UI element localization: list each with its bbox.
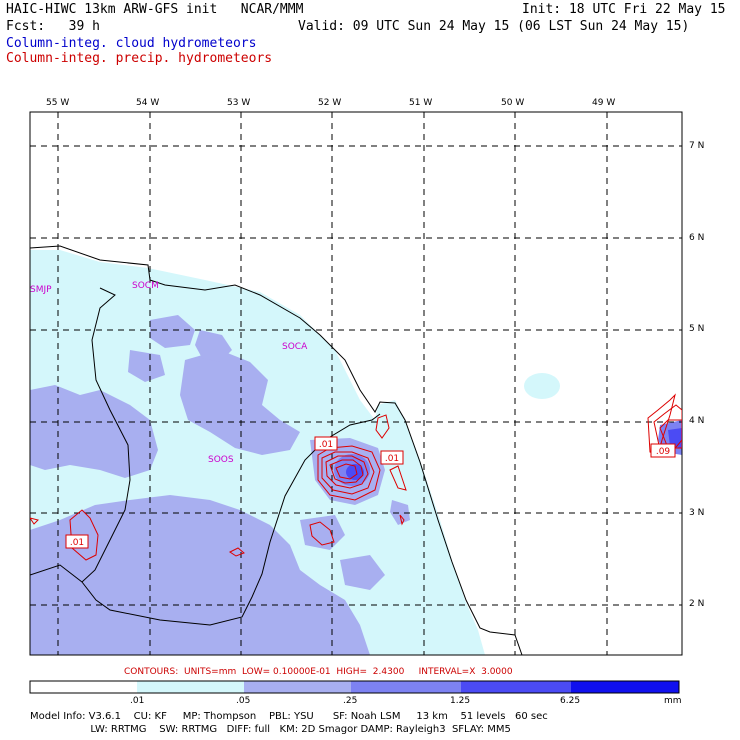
- header-title: HAIC-HIWC 13km ARW-GFS init NCAR/MMM: [6, 2, 304, 17]
- cloud-shade-medium: [390, 500, 410, 525]
- legend-label: .25: [343, 696, 358, 706]
- legend-unit: mm: [664, 696, 682, 706]
- legend-label: .05: [236, 696, 251, 706]
- contour-label: .01: [385, 454, 399, 464]
- lon-label: 50 W: [501, 98, 525, 108]
- color-legend: [29, 680, 680, 694]
- field-cloud-label: Column-integ. cloud hydrometeors: [6, 36, 257, 51]
- cloud-shade-dark: [668, 428, 682, 448]
- lat-label: 6 N: [689, 233, 705, 243]
- model-info-line1: Model Info: V3.6.1 CU: KF MP: Thompson P…: [30, 711, 548, 722]
- lat-label: 3 N: [689, 508, 705, 518]
- cloud-shade-medium: [268, 570, 315, 602]
- coastline: [30, 245, 523, 655]
- lon-label: 54 W: [136, 98, 160, 108]
- lon-label: 53 W: [227, 98, 251, 108]
- contour-label-box: .01 .01 .01 .09: [65, 436, 676, 549]
- contour-label: .09: [656, 447, 671, 457]
- header-forecast-hour: Fcst: 39 h: [6, 19, 100, 34]
- contours-info: CONTOURS: UNITS=mm LOW= 0.10000E-01 HIGH…: [124, 667, 513, 677]
- contour-label: .01: [319, 440, 333, 450]
- lat-label: 2 N: [689, 599, 705, 609]
- model-info-line2: LW: RRTMG SW: RRTMG DIFF: full KM: 2D Sm…: [30, 724, 511, 735]
- plot-frame: [29, 111, 683, 656]
- station-label: SMJP: [30, 285, 52, 295]
- cloud-shade-dark: [346, 464, 364, 480]
- cloud-shade-medium: [178, 512, 202, 532]
- cloud-shade-medium: [195, 330, 232, 362]
- lat-label: 4 N: [689, 416, 705, 426]
- lat-lon-grid: [30, 112, 682, 655]
- lat-label: 5 N: [689, 324, 705, 334]
- legend-label: .01: [130, 696, 145, 706]
- cloud-shade-medium: [150, 315, 195, 348]
- field-precip-label: Column-integ. precip. hydrometeors: [6, 51, 273, 66]
- lon-label: 55 W: [46, 98, 70, 108]
- station-label: SOCM: [132, 281, 159, 291]
- legend-label: 1.25: [450, 696, 471, 706]
- stations: SMJP SOCM SOCA SOOS: [30, 281, 308, 465]
- cloud-shade-medium: [180, 350, 300, 455]
- cloud-shade-medium: [128, 350, 165, 382]
- lat-label: 7 N: [689, 141, 705, 151]
- header-init-time: Init: 18 UTC Fri 22 May 15: [522, 2, 726, 17]
- cloud-shade-medium: [340, 555, 385, 590]
- lon-label: 51 W: [409, 98, 433, 108]
- cloud-shade-medium: [30, 385, 158, 478]
- station-label: SOOS: [208, 455, 234, 465]
- cloud-shade-medium: [30, 495, 370, 655]
- shading-layer: [30, 250, 682, 655]
- station-label: SOCA: [282, 342, 308, 352]
- legend-label: 6.25: [560, 696, 581, 706]
- lon-label: 52 W: [318, 98, 342, 108]
- header-valid-time: Valid: 09 UTC Sun 24 May 15 (06 LST Sun …: [298, 19, 690, 34]
- cloud-shade-light: [524, 373, 560, 399]
- contour-label: .01: [70, 538, 84, 548]
- lon-label: 49 W: [592, 98, 616, 108]
